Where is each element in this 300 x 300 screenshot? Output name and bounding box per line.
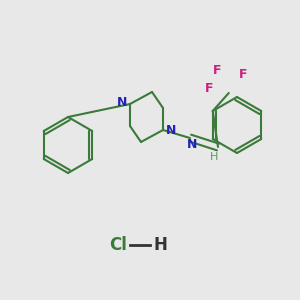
Text: N: N (117, 95, 127, 109)
Text: F: F (205, 82, 213, 94)
Text: Cl: Cl (109, 236, 127, 254)
Text: H: H (153, 236, 167, 254)
Text: F: F (238, 68, 247, 82)
Text: N: N (187, 139, 197, 152)
Text: F: F (212, 64, 221, 77)
Text: H: H (210, 152, 218, 162)
Text: N: N (166, 124, 176, 136)
